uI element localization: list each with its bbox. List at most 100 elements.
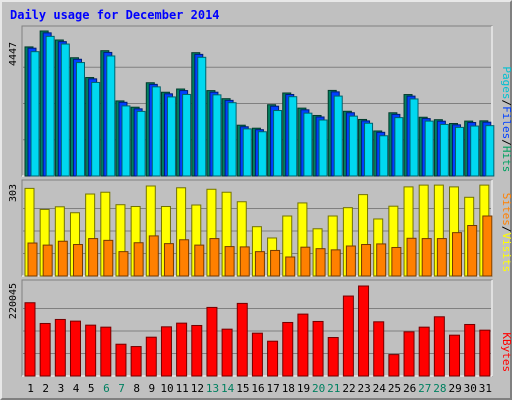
bar-kbytes-day-24 — [373, 321, 385, 377]
bar-kbytes-day-16 — [251, 332, 263, 377]
x-tick-label: 28 — [433, 382, 446, 395]
x-tick-label: 22 — [342, 382, 355, 395]
bar-kbytes-day-27 — [418, 326, 430, 377]
x-tick-label: 5 — [88, 382, 95, 395]
bar-kbytes-day-31 — [479, 329, 491, 377]
x-tick-label: 31 — [479, 382, 492, 395]
bar-pages-day-8 — [136, 110, 146, 177]
bar-pages-day-28 — [439, 123, 449, 177]
bar-kbytes-day-26 — [403, 331, 415, 377]
bar-sites-day-8 — [133, 242, 144, 277]
x-tick-label: 6 — [103, 382, 110, 395]
x-tick-label: 1 — [27, 382, 34, 395]
bar-sites-day-30 — [467, 225, 478, 277]
bar-sites-day-5 — [88, 238, 99, 277]
bar-sites-day-22 — [345, 245, 356, 277]
bar-pages-day-30 — [470, 125, 480, 177]
bar-pages-day-29 — [455, 126, 465, 177]
x-tick-label: 16 — [251, 382, 264, 395]
bar-kbytes-day-30 — [464, 323, 476, 377]
bar-kbytes-day-22 — [342, 295, 354, 377]
legend-middle: Sites/Visits — [500, 193, 512, 272]
x-tick-label: 9 — [149, 382, 156, 395]
x-tick-label: 26 — [403, 382, 416, 395]
bar-pages-day-17 — [273, 110, 283, 177]
x-tick-label: 14 — [221, 382, 235, 395]
x-tick-label: 24 — [373, 382, 387, 395]
bar-sites-day-16 — [254, 251, 265, 277]
bar-pages-day-19 — [303, 112, 313, 177]
legend-item: Pages — [500, 66, 512, 99]
bar-sites-day-4 — [72, 244, 83, 277]
bar-pages-day-9 — [151, 86, 161, 177]
x-tick-label: 13 — [206, 382, 219, 395]
x-tick-label: 30 — [464, 382, 477, 395]
x-tick-label: 25 — [388, 382, 401, 395]
bar-kbytes-day-1 — [24, 302, 36, 377]
bar-kbytes-day-2 — [39, 322, 51, 377]
bar-sites-day-23 — [361, 244, 372, 277]
x-tick-label: 7 — [118, 382, 125, 395]
bar-kbytes-day-6 — [100, 326, 112, 377]
bar-sites-day-12 — [194, 244, 205, 277]
x-tick-label: 15 — [236, 382, 249, 395]
bar-kbytes-day-23 — [358, 285, 370, 377]
bar-kbytes-day-21 — [327, 337, 339, 377]
x-tick-label: 4 — [73, 382, 80, 395]
legend-top: Pages/Files/Hits — [500, 66, 512, 172]
bar-pages-day-11 — [182, 93, 192, 177]
bar-kbytes-day-20 — [312, 320, 324, 377]
bar-sites-day-18 — [285, 256, 296, 277]
legend-bottom: KBytes — [500, 332, 512, 372]
bar-kbytes-day-11 — [176, 322, 188, 377]
bar-sites-day-27 — [421, 238, 432, 277]
bar-pages-day-16 — [257, 131, 267, 177]
y-max-label: 4447 — [8, 42, 19, 66]
x-tick-label: 23 — [358, 382, 371, 395]
bar-sites-day-2 — [42, 244, 53, 277]
bar-pages-day-2 — [45, 35, 55, 177]
bar-sites-day-6 — [103, 239, 114, 277]
bar-pages-day-23 — [364, 122, 374, 177]
legend-item: Files — [500, 106, 512, 139]
x-tick-label: 2 — [42, 382, 49, 395]
legend-item: Sites — [500, 193, 512, 226]
bar-sites-day-10 — [163, 243, 174, 277]
bar-pages-day-31 — [485, 125, 495, 177]
bar-kbytes-day-10 — [160, 326, 172, 377]
bar-kbytes-day-15 — [236, 302, 248, 377]
bar-pages-day-7 — [121, 105, 131, 177]
bar-pages-day-21 — [333, 95, 343, 177]
y-max-label: 220045 — [8, 283, 19, 319]
bar-sites-day-13 — [209, 238, 220, 277]
x-tick-label: 18 — [282, 382, 295, 395]
x-tick-label: 20 — [312, 382, 325, 395]
legend-item: / — [500, 226, 512, 233]
legend-item: KBytes — [500, 332, 512, 372]
bar-kbytes-day-18 — [282, 321, 294, 377]
bar-pages-day-6 — [106, 55, 116, 177]
y-max-label: 303 — [8, 184, 19, 202]
x-tick-label: 19 — [297, 382, 310, 395]
bar-kbytes-day-14 — [221, 328, 233, 377]
bar-sites-day-25 — [391, 246, 402, 277]
x-tick-label: 12 — [191, 382, 204, 395]
x-tick-label: 10 — [160, 382, 173, 395]
bar-sites-day-17 — [270, 249, 281, 277]
bar-sites-day-29 — [452, 232, 463, 277]
bar-pages-day-5 — [91, 81, 101, 177]
bar-pages-day-15 — [242, 128, 252, 177]
bar-kbytes-day-17 — [267, 340, 279, 377]
x-tick-label: 29 — [448, 382, 461, 395]
bar-sites-day-20 — [315, 248, 326, 277]
bar-kbytes-day-9 — [145, 336, 157, 377]
bar-pages-day-22 — [348, 115, 358, 177]
x-tick-label: 8 — [133, 382, 140, 395]
bar-pages-day-26 — [409, 98, 419, 177]
bar-pages-day-18 — [288, 96, 298, 177]
bar-kbytes-day-5 — [85, 324, 97, 377]
bar-pages-day-25 — [394, 117, 404, 177]
bar-sites-day-11 — [179, 239, 190, 277]
chart-title: Daily usage for December 2014 — [10, 8, 220, 22]
bar-sites-day-14 — [224, 246, 235, 277]
